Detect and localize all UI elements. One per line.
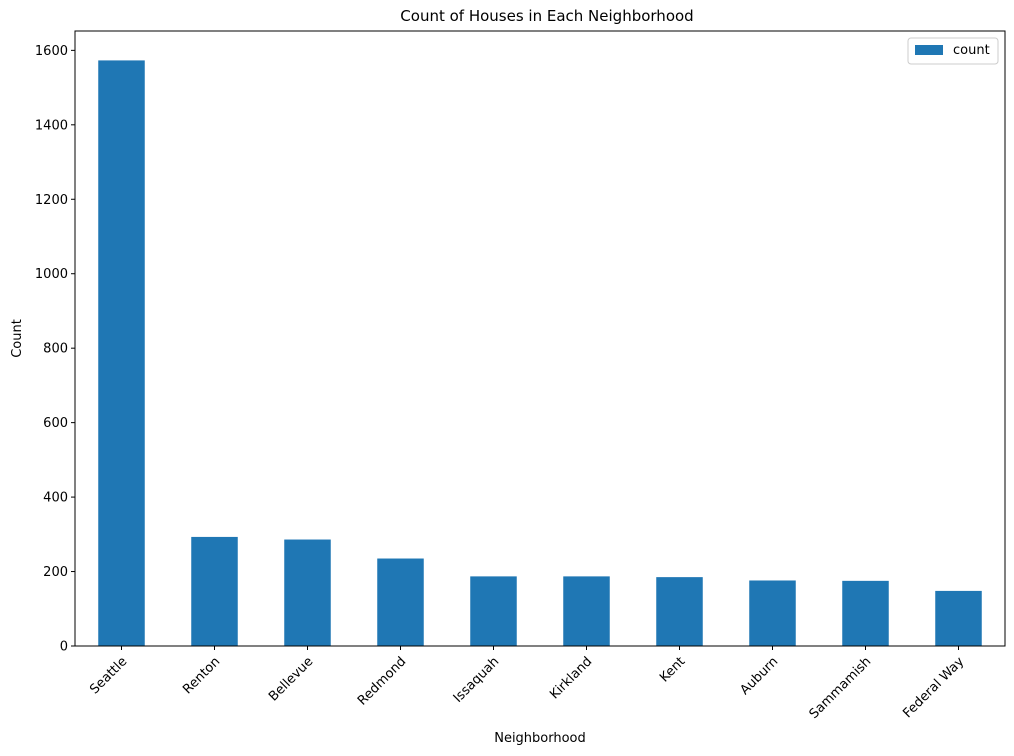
x-tick-label: Sammamish (807, 654, 875, 722)
bar-federal-way (935, 590, 982, 646)
x-tick-label: Redmond (355, 654, 409, 708)
y-tick-label: 600 (43, 416, 68, 431)
x-tick-label: Kirkland (547, 654, 595, 702)
x-tick-label: Kent (657, 654, 688, 685)
bar-bellevue (284, 539, 331, 646)
x-axis: Seattle Renton Bellevue Redmond Issaquah Kirk… (87, 646, 968, 722)
y-tick-label: 1200 (35, 193, 68, 208)
bar-auburn (749, 580, 796, 646)
y-tick-label: 1000 (35, 267, 68, 282)
bar-redmond (377, 558, 424, 646)
bar-seattle (98, 60, 145, 647)
x-tick-label: Seattle (87, 654, 130, 697)
y-tick-label: 0 (60, 640, 68, 655)
legend-box (907, 37, 999, 65)
x-tick-label: Federal Way (900, 654, 967, 721)
x-tick-label: Auburn (737, 654, 781, 698)
legend: count (907, 37, 999, 65)
bar-kent (656, 577, 703, 646)
legend-swatch (915, 45, 943, 55)
y-axis: 0 200 400 600 800 1000 1200 1400 1600 (35, 44, 75, 655)
y-tick-label: 1600 (35, 44, 68, 59)
y-tick-label: 200 (43, 565, 68, 580)
plot-frame (74, 30, 1006, 647)
legend-label: count (953, 43, 990, 58)
y-tick-label: 400 (43, 491, 68, 506)
y-tick-label: 1400 (35, 118, 68, 133)
y-tick-label: 800 (43, 342, 68, 357)
y-axis-title: Count (10, 319, 25, 358)
bar-issaquah (470, 576, 517, 646)
x-tick-label: Issaquah (451, 654, 503, 706)
chart-title: Count of Houses in Each Neighborhood (400, 7, 693, 25)
x-tick-label: Bellevue (266, 654, 316, 704)
bar-kirkland (563, 576, 610, 646)
bar-sammamish (842, 580, 889, 646)
bars (98, 60, 982, 647)
x-axis-title: Neighborhood (494, 731, 586, 746)
x-tick-label: Renton (180, 654, 223, 697)
bar-renton (191, 536, 238, 646)
